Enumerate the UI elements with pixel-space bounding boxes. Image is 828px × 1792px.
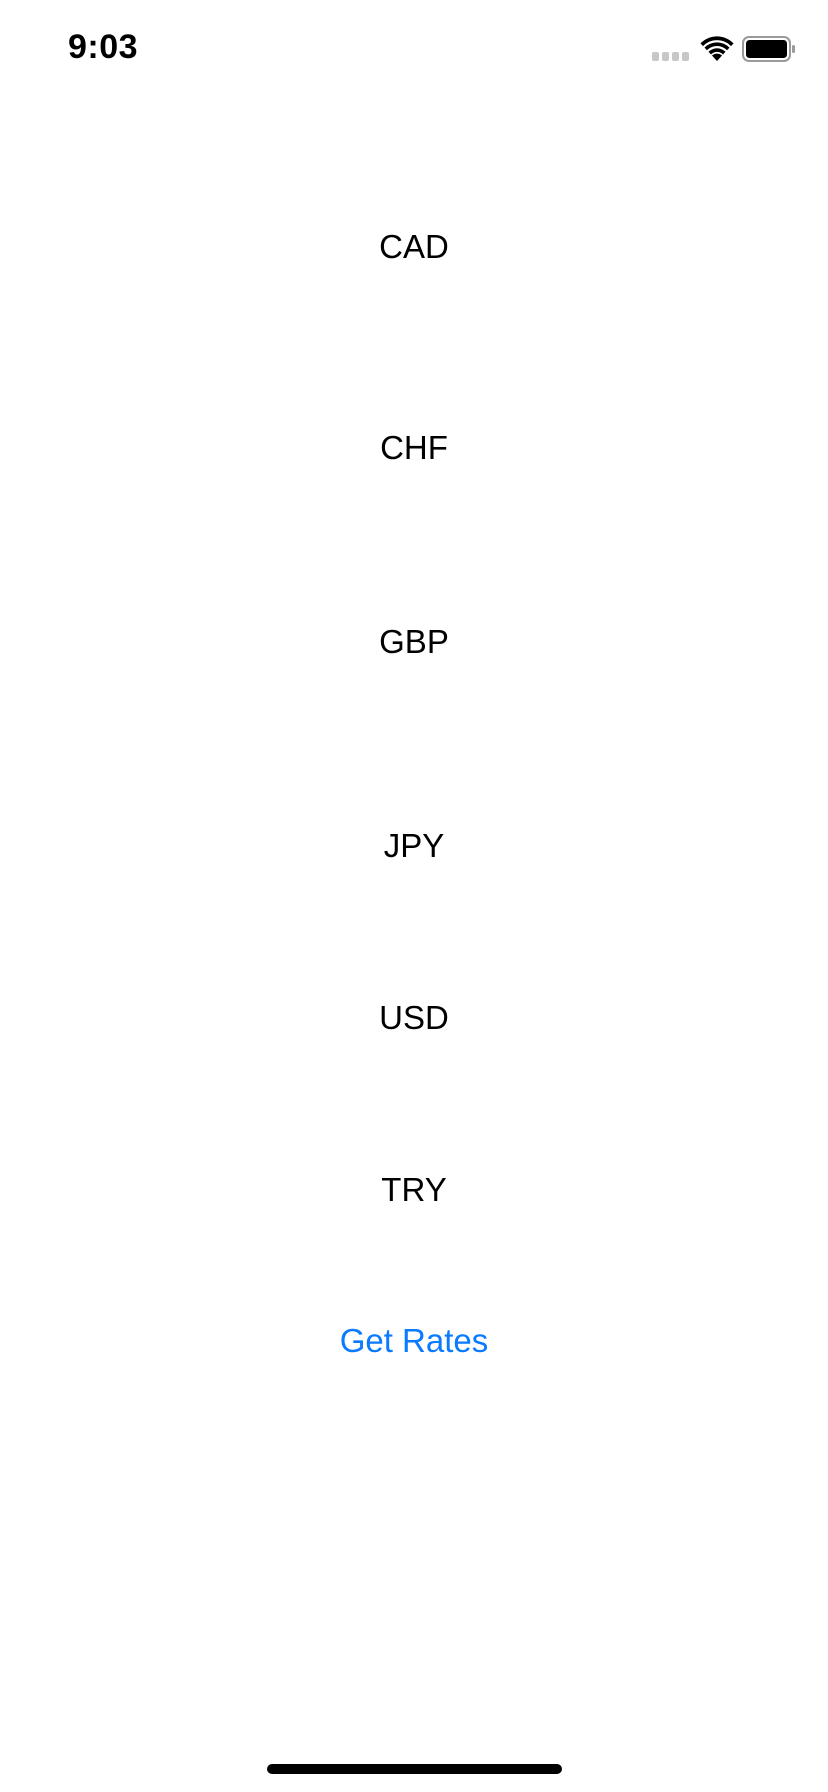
status-bar: 9:03 xyxy=(0,0,828,100)
currency-label-jpy: JPY xyxy=(383,827,445,864)
cellular-signal-icon xyxy=(652,52,692,62)
currency-label-chf: CHF xyxy=(380,429,448,466)
get-rates-button[interactable]: Get Rates xyxy=(0,1321,828,1361)
wifi-icon xyxy=(700,36,734,61)
currency-label-cad: CAD xyxy=(379,228,449,265)
currency-label-usd: USD xyxy=(379,999,449,1036)
home-indicator[interactable] xyxy=(267,1764,562,1774)
status-time: 9:03 xyxy=(68,28,139,66)
currency-label-gbp: GBP xyxy=(379,623,449,660)
battery-icon xyxy=(742,36,795,62)
currency-label-try: TRY xyxy=(381,1171,447,1208)
